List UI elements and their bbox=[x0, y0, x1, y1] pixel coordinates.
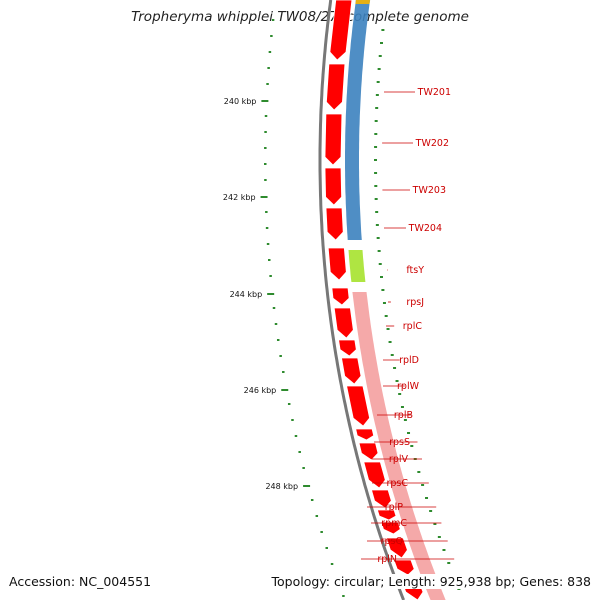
gene-leader-lines bbox=[361, 91, 455, 560]
gene-arrow bbox=[333, 307, 354, 339]
gene-arrow bbox=[327, 247, 347, 281]
ruler-label: 246 kbp bbox=[244, 386, 277, 395]
operon-band-blue bbox=[345, 0, 371, 240]
gene-arrow bbox=[325, 63, 346, 111]
ruler-label: 240 kbp bbox=[224, 97, 257, 106]
gene-label-rplC: rplC bbox=[403, 321, 423, 332]
gene-labels: TW201 TW202 TW203 TW204 ftsY rpsJ rplC rplD rplW… bbox=[377, 87, 451, 565]
gene-label-rpsS: rpsS bbox=[389, 437, 410, 448]
gene-label-TW203: TW203 bbox=[412, 185, 446, 196]
backbone-track bbox=[318, 0, 405, 600]
gene-arrow bbox=[355, 428, 375, 441]
gene-arrow bbox=[380, 521, 401, 535]
gene-label-rpsC: rpsC bbox=[386, 478, 408, 489]
gene-label-TW201: TW201 bbox=[417, 87, 451, 98]
operon-band-green bbox=[348, 250, 366, 282]
gene-label-ftsY: ftsY bbox=[406, 265, 424, 276]
gene-arrow bbox=[325, 207, 344, 241]
topology-info: Topology: circular; Length: 925,938 bp; … bbox=[268, 574, 591, 589]
backbone-line bbox=[318, 0, 405, 600]
gene-arrow bbox=[370, 489, 392, 509]
gene-label-rplB: rplB bbox=[394, 410, 413, 421]
gene-arrow bbox=[358, 442, 379, 461]
gene-label-rplD: rplD bbox=[399, 355, 419, 366]
gene-label-rplP: rplP bbox=[385, 502, 404, 513]
gene-label-rplN: rplN bbox=[377, 554, 397, 565]
gene-arrow bbox=[376, 509, 397, 521]
gene-label-TW202: TW202 bbox=[415, 138, 449, 149]
gene-arrow bbox=[385, 537, 408, 559]
gene-label-rplV: rplV bbox=[389, 454, 409, 465]
gene-label-TW204: TW204 bbox=[408, 223, 442, 234]
gene-arrow bbox=[341, 357, 362, 385]
gene-arrow bbox=[346, 385, 371, 427]
ruler-label: 244 kbp bbox=[230, 290, 263, 299]
ruler-label: 242 kbp bbox=[223, 193, 256, 202]
operon-bands bbox=[345, 0, 446, 600]
gene-label-rplW: rplW bbox=[397, 381, 420, 392]
gene-arrow bbox=[338, 339, 357, 357]
gene-label-rpsJ: rpsJ bbox=[406, 297, 424, 308]
gene-arrow bbox=[324, 113, 343, 166]
gene-arrows bbox=[324, 0, 424, 600]
operon-band-pink bbox=[352, 292, 446, 600]
gene-arrow bbox=[393, 559, 415, 576]
gene-arrow bbox=[363, 461, 386, 489]
gene-arrow bbox=[331, 287, 350, 306]
operon-cap bbox=[355, 0, 371, 4]
accession-info: Accession: NC_004551 bbox=[9, 574, 152, 589]
gene-arrow bbox=[329, 0, 353, 61]
gene-arrow bbox=[324, 167, 343, 206]
gene-label-rpmC: rpmC bbox=[381, 518, 407, 529]
map-title: Tropheryma whipplei TW08/27, complete ge… bbox=[131, 9, 469, 25]
gene-label-rpsQ: rpsQ bbox=[381, 536, 403, 547]
ruler-label: 248 kbp bbox=[265, 482, 298, 491]
